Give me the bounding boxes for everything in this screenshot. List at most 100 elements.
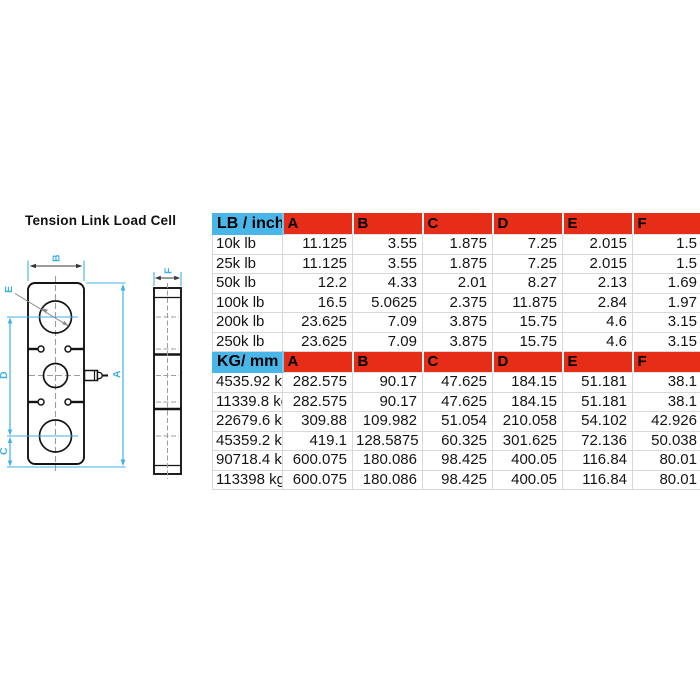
table-row: 45359.2 kg 419.1 128.5875 60.325 301.625… bbox=[212, 430, 700, 451]
value-cell: 600.075 bbox=[282, 469, 353, 490]
dim-d: D bbox=[0, 317, 13, 436]
row-label: 200k lb bbox=[212, 312, 283, 333]
value-cell: 180.086 bbox=[352, 469, 423, 490]
value-cell: 54.102 bbox=[562, 411, 633, 432]
value-cell: 23.625 bbox=[282, 312, 353, 333]
value-cell: 2.375 bbox=[422, 292, 493, 313]
row-label: 25k lb bbox=[212, 253, 283, 274]
value-cell: 4.33 bbox=[352, 273, 423, 294]
value-cell: 1.5 bbox=[632, 253, 700, 274]
value-cell: 3.875 bbox=[422, 312, 493, 333]
value-cell: 116.84 bbox=[562, 469, 633, 490]
value-cell: 1.69 bbox=[632, 273, 700, 294]
extension-lines bbox=[7, 260, 182, 468]
value-cell: 4.6 bbox=[562, 312, 633, 333]
table-row: 100k lb 16.5 5.0625 2.375 11.875 2.84 1.… bbox=[212, 292, 700, 313]
col-header: E bbox=[561, 351, 633, 373]
middle-hole bbox=[42, 362, 69, 389]
value-cell: 15.75 bbox=[492, 331, 563, 352]
value-cell: 400.05 bbox=[492, 469, 563, 490]
value-cell: 42.926 bbox=[632, 411, 700, 432]
table-row: 200k lb 23.625 7.09 3.875 15.75 4.6 3.15 bbox=[212, 312, 700, 333]
value-cell: 7.25 bbox=[492, 253, 563, 274]
value-cell: 38.1 bbox=[632, 372, 700, 393]
value-cell: 51.181 bbox=[562, 372, 633, 393]
value-cell: 8.27 bbox=[492, 273, 563, 294]
col-header: F bbox=[631, 213, 700, 235]
load-cell-drawing: B F A D C E bbox=[0, 254, 182, 479]
value-cell: 11.125 bbox=[282, 253, 353, 274]
dim-a: A bbox=[111, 284, 126, 466]
dim-e-label: E bbox=[3, 286, 15, 293]
value-cell: 1.97 bbox=[632, 292, 700, 313]
value-cell: 7.09 bbox=[352, 312, 423, 333]
side-view bbox=[153, 283, 182, 479]
spec-tables: LB / inch A B C D E F 10k lb 11.125 3.55… bbox=[212, 213, 700, 490]
value-cell: 50.038 bbox=[632, 430, 700, 451]
value-cell: 80.01 bbox=[632, 469, 700, 490]
table-row: 22679.6 kg 309.88 109.982 51.054 210.058… bbox=[212, 411, 700, 432]
value-cell: 210.058 bbox=[492, 411, 563, 432]
row-label: 45359.2 kg bbox=[212, 430, 283, 451]
unit-header-lb: LB / inch bbox=[212, 213, 283, 235]
col-header: E bbox=[561, 213, 633, 235]
value-cell: 2.01 bbox=[422, 273, 493, 294]
value-cell: 1.5 bbox=[632, 234, 700, 255]
kg-header-row: KG/ mm A B C D E F bbox=[212, 351, 700, 373]
col-header: D bbox=[491, 351, 563, 373]
row-label: 113398 kg bbox=[212, 469, 283, 490]
value-cell: 11.125 bbox=[282, 234, 353, 255]
value-cell: 98.425 bbox=[422, 469, 493, 490]
table-row: 250k lb 23.625 7.09 3.875 15.75 4.6 3.15 bbox=[212, 331, 700, 352]
value-cell: 184.15 bbox=[492, 372, 563, 393]
value-cell: 12.2 bbox=[282, 273, 353, 294]
value-cell: 180.086 bbox=[352, 450, 423, 471]
value-cell: 7.25 bbox=[492, 234, 563, 255]
dim-b-label: B bbox=[51, 254, 63, 262]
value-cell: 11.875 bbox=[492, 292, 563, 313]
value-cell: 3.55 bbox=[352, 234, 423, 255]
col-header: C bbox=[421, 351, 493, 373]
dim-f-label: F bbox=[163, 267, 175, 274]
col-header: C bbox=[421, 213, 493, 235]
value-cell: 109.982 bbox=[352, 411, 423, 432]
row-label: 11339.8 kg bbox=[212, 391, 283, 412]
value-cell: 47.625 bbox=[422, 372, 493, 393]
value-cell: 2.13 bbox=[562, 273, 633, 294]
value-cell: 1.875 bbox=[422, 253, 493, 274]
dim-d-label: D bbox=[0, 371, 10, 379]
value-cell: 4.6 bbox=[562, 331, 633, 352]
row-label: 250k lb bbox=[212, 331, 283, 352]
page-title: Tension Link Load Cell bbox=[25, 213, 177, 228]
value-cell: 15.75 bbox=[492, 312, 563, 333]
row-label: 100k lb bbox=[212, 292, 283, 313]
table-row: 113398 kg 600.075 180.086 98.425 400.05 … bbox=[212, 469, 700, 490]
row-label: 50k lb bbox=[212, 273, 283, 294]
value-cell: 128.5875 bbox=[352, 430, 423, 451]
table-row: 4535.92 kg 282.575 90.17 47.625 184.15 5… bbox=[212, 372, 700, 393]
lb-header-row: LB / inch A B C D E F bbox=[212, 213, 700, 235]
col-header: D bbox=[491, 213, 563, 235]
row-label: 4535.92 kg bbox=[212, 372, 283, 393]
value-cell: 116.84 bbox=[562, 450, 633, 471]
value-cell: 282.575 bbox=[282, 391, 353, 412]
col-header: A bbox=[281, 213, 353, 235]
value-cell: 38.1 bbox=[632, 391, 700, 412]
value-cell: 16.5 bbox=[282, 292, 353, 313]
unit-header-kg: KG/ mm bbox=[212, 351, 283, 373]
dim-c-label: C bbox=[0, 447, 10, 455]
table-row: 50k lb 12.2 4.33 2.01 8.27 2.13 1.69 bbox=[212, 273, 700, 294]
value-cell: 301.625 bbox=[492, 430, 563, 451]
value-cell: 600.075 bbox=[282, 450, 353, 471]
side-slots bbox=[28, 345, 84, 406]
front-view bbox=[27, 276, 109, 471]
value-cell: 282.575 bbox=[282, 372, 353, 393]
row-label: 22679.6 kg bbox=[212, 411, 283, 432]
col-header: A bbox=[281, 351, 353, 373]
table-row: 10k lb 11.125 3.55 1.875 7.25 2.015 1.5 bbox=[212, 234, 700, 255]
dim-f: F bbox=[154, 267, 181, 281]
dim-b: B bbox=[29, 254, 83, 269]
value-cell: 47.625 bbox=[422, 391, 493, 412]
value-cell: 72.136 bbox=[562, 430, 633, 451]
row-label: 10k lb bbox=[212, 234, 283, 255]
